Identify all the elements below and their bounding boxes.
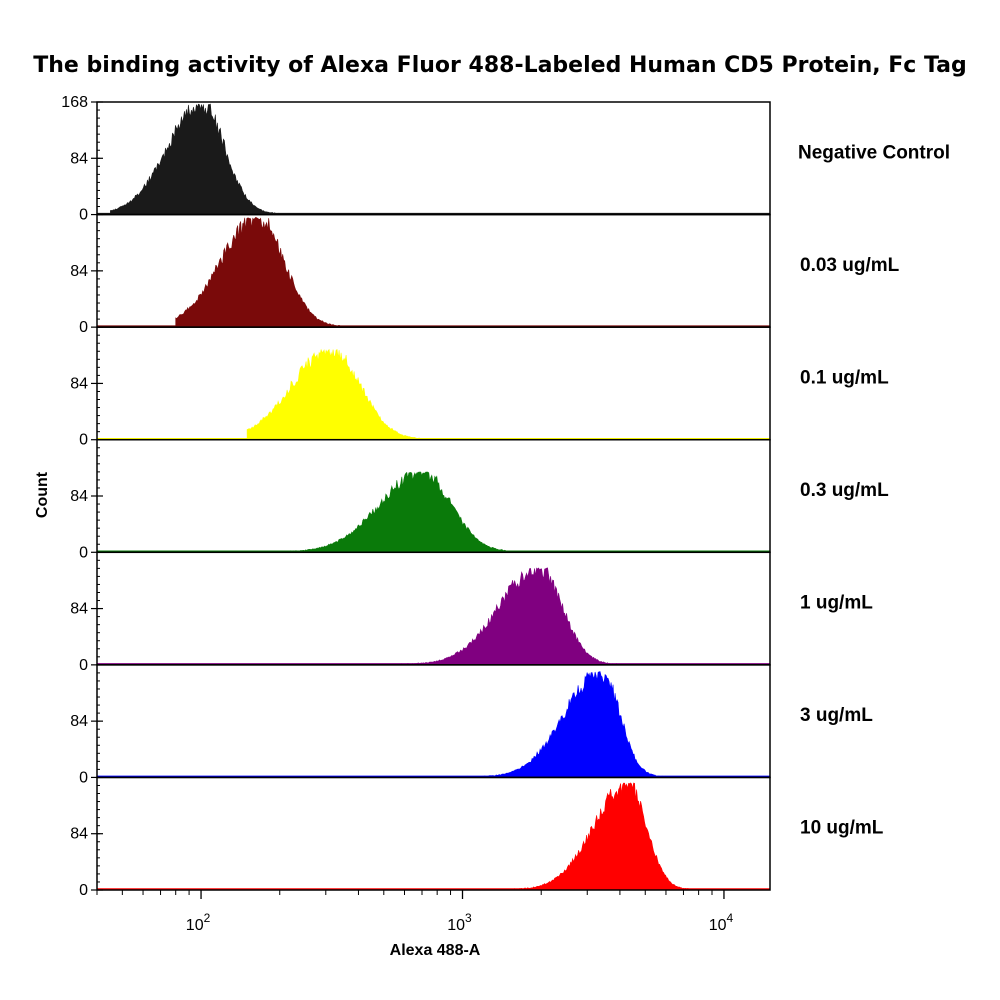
- y-tick-label: 84: [70, 826, 88, 843]
- series-label-0-03-ug-ml: 0.03 ug/mL: [800, 255, 900, 276]
- histogram-3-ug-ml: [332, 671, 676, 778]
- x-tick-label: 104: [709, 911, 734, 934]
- series-label-0-1-ug-ml: 0.1 ug/mL: [800, 367, 889, 388]
- y-tick-label: 0: [79, 657, 88, 674]
- series-label-1-ug-ml: 1 ug/mL: [800, 593, 873, 614]
- y-tick-label: 0: [79, 207, 88, 224]
- series-label-negative-control: Negative Control: [798, 142, 950, 163]
- y-tick-label: 0: [79, 544, 88, 561]
- x-axis-label: Alexa 488-A: [390, 942, 481, 959]
- panel-10-ug-ml: 0 84 10 ug/mL: [70, 776, 884, 899]
- panel-frame: [96, 551, 771, 666]
- panel-3-ug-ml: 0 84 3 ug/mL: [70, 664, 873, 786]
- x-tick-label: 103: [447, 911, 472, 934]
- panel-1-ug-ml: 0 84 1 ug/mL: [70, 551, 873, 674]
- series-label-0-3-ug-ml: 0.3 ug/mL: [800, 480, 889, 501]
- y-tick-label: 84: [70, 150, 88, 167]
- histogram-0-3-ug-ml: [267, 471, 523, 553]
- histogram-negative-control: [110, 103, 301, 215]
- panel-0-03-ug-ml: 0 84 0.03 ug/mL: [70, 213, 900, 336]
- panel-frame: [96, 664, 771, 779]
- y-tick-label: 0: [79, 769, 88, 786]
- histogram-10-ug-ml: [336, 782, 692, 891]
- histogram-0-1-ug-ml: [246, 348, 423, 441]
- y-tick-label: 0: [79, 319, 88, 336]
- y-tick-label: 84: [70, 488, 88, 505]
- histogram-1-ug-ml: [295, 567, 634, 666]
- x-tick-label: 102: [186, 911, 211, 934]
- series-label-3-ug-ml: 3 ug/mL: [800, 705, 873, 726]
- y-tick-label: 84: [70, 713, 88, 730]
- y-tick-label: 168: [61, 94, 88, 111]
- histogram-panels: 0 84 168 Negative Control 0 84 0.03 ug/mL 0 84 0.…: [61, 94, 950, 899]
- x-axis: 102 103 104: [96, 890, 734, 934]
- panel-0-3-ug-ml: 0 84 0.3 ug/mL: [70, 438, 889, 561]
- y-tick-label: 84: [70, 375, 88, 392]
- series-label-10-ug-ml: 10 ug/mL: [800, 818, 884, 839]
- y-tick-label: 0: [79, 432, 88, 449]
- y-tick-label: 0: [79, 882, 88, 899]
- y-axis-label: Count: [34, 471, 51, 518]
- histogram-0-03-ug-ml: [175, 217, 360, 328]
- chart-title: The binding activity of Alexa Fluor 488-…: [33, 53, 967, 78]
- panel-0-1-ug-ml: 0 84 0.1 ug/mL: [70, 326, 889, 449]
- panel-frame: [96, 326, 771, 441]
- panel-negative-control: 0 84 168 Negative Control: [61, 94, 950, 224]
- panel-frame: [96, 776, 771, 891]
- y-tick-label: 84: [70, 601, 88, 618]
- y-tick-label: 84: [70, 263, 88, 280]
